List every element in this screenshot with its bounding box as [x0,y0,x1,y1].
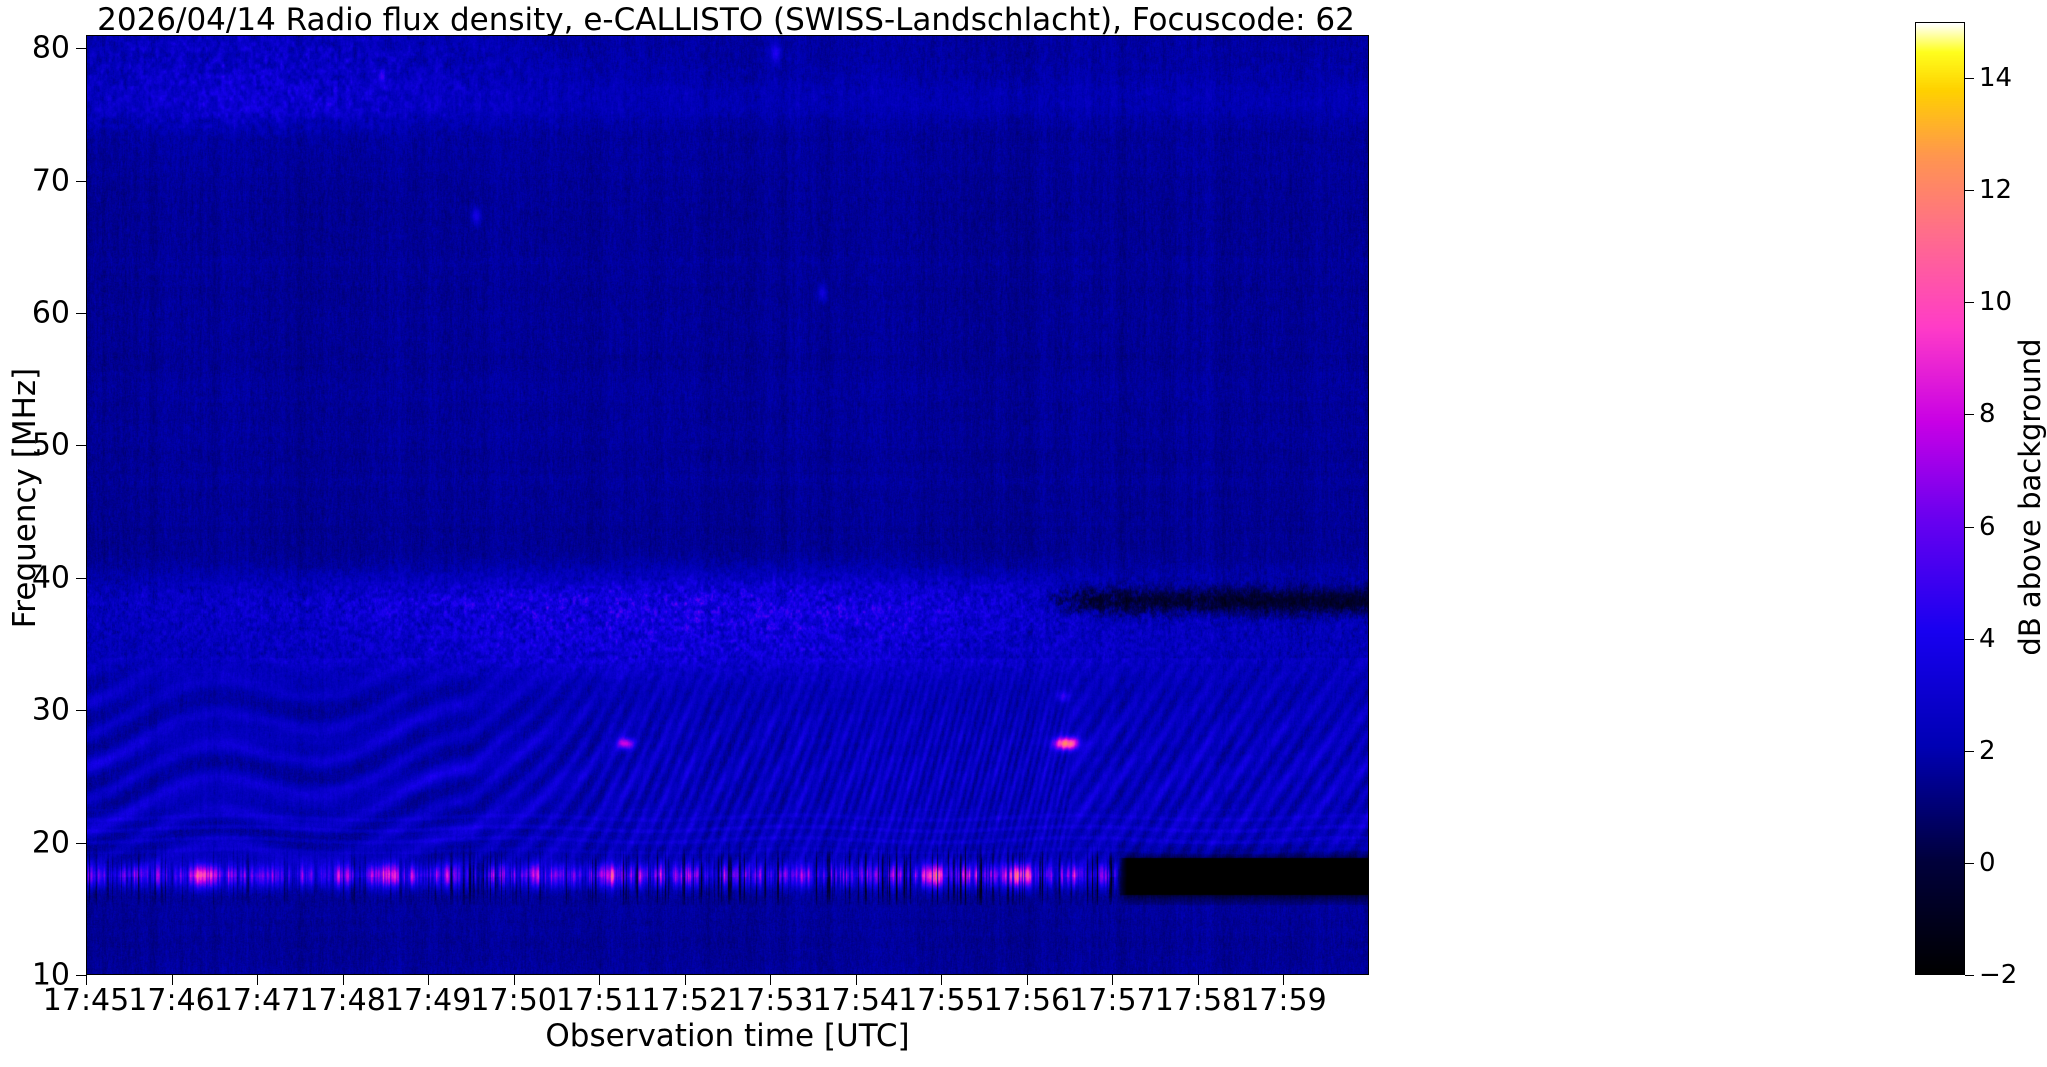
y-tick-mark-60 [76,313,86,315]
x-tick-mark-3 [342,975,344,985]
spectrogram-plot-area [86,35,1369,975]
x-tick-mark-12 [1112,975,1114,985]
x-tick-mark-7 [684,975,686,985]
colorbar-tick-label-4: 4 [1979,623,1996,654]
x-tick-mark-8 [770,975,772,985]
x-tick-label-17-57: 17:57 [1069,983,1156,1018]
y-tick-mark-10 [76,975,86,976]
x-tick-mark-11 [1026,975,1028,985]
x-tick-mark-1 [171,975,173,985]
y-tick-label-40: 40 [31,560,70,596]
colorbar-tick-mark-12 [1965,190,1974,192]
x-tick-mark-9 [855,975,857,985]
x-tick-label-17-56: 17:56 [983,983,1071,1018]
colorbar-tick-label-8: 8 [1979,399,1996,430]
y-axis-label: Frequency [MHz] [7,367,43,629]
x-tick-label-17-51: 17:51 [555,983,643,1018]
x-tick-label-17-58: 17:58 [1154,983,1242,1018]
x-tick-label-17-55: 17:55 [898,983,985,1018]
colorbar-tick-label--2: −2 [1979,960,2018,990]
y-tick-label-80: 80 [31,30,70,66]
colorbar [1915,22,1965,975]
x-tick-mark-2 [257,975,259,985]
y-tick-label-20: 20 [31,825,70,861]
colorbar-gradient [1916,23,1964,974]
page-title: 2026/04/14 Radio flux density, e-CALLIST… [97,2,1355,38]
x-tick-label-17-46: 17:46 [128,983,215,1018]
y-tick-label-50: 50 [31,427,70,463]
x-tick-mark-6 [599,975,601,985]
y-axis-tick-labels: 80 70 60 50 40 30 20 10 [0,0,70,1067]
y-tick-mark-40 [76,577,86,579]
colorbar-tick-label-14: 14 [1979,63,2013,94]
y-tick-mark-80 [76,48,86,50]
colorbar-tick-label-6: 6 [1979,511,1996,542]
y-tick-mark-30 [76,710,86,712]
x-tick-mark-13 [1197,975,1199,985]
x-tick-mark-0 [86,975,87,985]
colorbar-tick-mark-2 [1965,750,1974,752]
colorbar-tick-label-12: 12 [1979,175,2013,206]
x-tick-label-17-48: 17:48 [299,983,386,1018]
colorbar-tick-mark--2 [1965,975,1974,976]
x-tick-label-17-59: 17:59 [1240,983,1327,1018]
x-tick-label-17-54: 17:54 [812,983,900,1018]
colorbar-tick-mark-6 [1965,526,1974,528]
x-axis-label: Observation time [UTC] [545,1018,910,1054]
x-tick-label-17-49: 17:49 [384,983,472,1018]
x-tick-label-17-53: 17:53 [727,983,814,1018]
colorbar-tick-label-2: 2 [1979,735,1996,766]
colorbar-tick-mark-0 [1965,862,1974,864]
x-tick-mark-14 [1283,975,1285,985]
y-tick-label-30: 30 [31,692,70,728]
colorbar-tick-mark-14 [1965,78,1974,80]
x-tick-label-17-45: 17:45 [42,983,130,1018]
colorbar-tick-mark-8 [1965,414,1974,416]
x-tick-mark-10 [941,975,943,985]
x-tick-mark-5 [513,975,515,985]
x-tick-mark-4 [428,975,430,985]
y-tick-mark-70 [76,180,86,182]
y-tick-mark-50 [76,445,86,447]
x-tick-label-17-50: 17:50 [470,983,557,1018]
y-tick-label-60: 60 [31,295,70,331]
y-tick-label-70: 70 [31,163,70,199]
colorbar-tick-label-10: 10 [1979,287,2013,318]
colorbar-axis-label: dB above background [2013,338,2047,656]
x-tick-label-17-52: 17:52 [641,983,728,1018]
colorbar-tick-mark-4 [1965,638,1974,640]
y-tick-label-10: 10 [31,957,70,993]
spectrogram-image [87,36,1368,974]
x-tick-label-17-47: 17:47 [213,983,301,1018]
colorbar-label-holder: dB above background [2012,0,2047,1000]
colorbar-tick-label-0: 0 [1979,847,1996,878]
y-tick-mark-20 [76,842,86,844]
colorbar-tick-mark-10 [1965,302,1974,304]
